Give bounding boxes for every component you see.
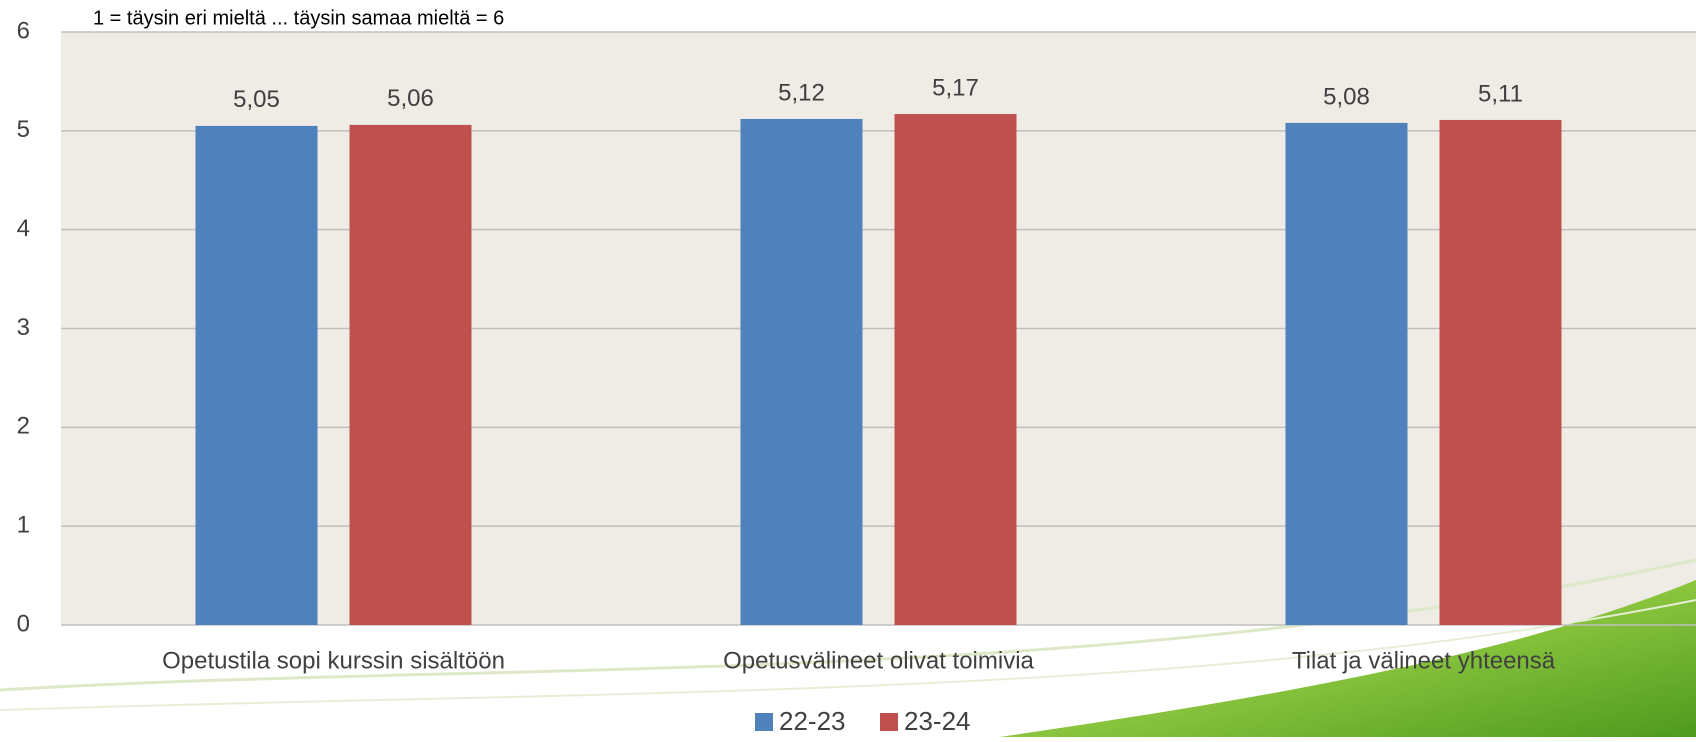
y-tick-label: 5: [17, 116, 30, 143]
x-tick-label: Opetusvälineet olivat toimivia: [723, 647, 1034, 674]
value-label: 5,05: [233, 86, 280, 113]
decoration: [0, 558, 1696, 692]
subtitle: 1 = täysin eri mieltä ... täysin samaa m…: [93, 7, 504, 29]
y-tick-label: 3: [17, 314, 30, 341]
y-tick-label: 4: [17, 215, 30, 242]
value-label: 5,06: [387, 85, 434, 112]
x-tick-label: Tilat ja välineet yhteensä: [1292, 647, 1556, 674]
value-label: 5,11: [1478, 80, 1523, 107]
bar: [349, 124, 472, 626]
legend-swatch: [755, 713, 773, 731]
x-tick-label: Opetustila sopi kurssin sisältöön: [162, 647, 505, 674]
value-label: 5,12: [778, 79, 825, 106]
legend-label: 23-24: [904, 706, 971, 736]
bar: [894, 114, 1017, 625]
y-tick-label: 2: [17, 413, 30, 440]
bar: [1439, 119, 1562, 625]
legend-swatch: [880, 713, 898, 731]
decoration: [1000, 580, 1696, 737]
decoration: [0, 599, 1696, 711]
bar: [740, 118, 863, 626]
value-label: 5,08: [1323, 83, 1370, 110]
bar: [195, 125, 318, 626]
y-tick-label: 6: [17, 17, 30, 44]
value-label: 5,17: [932, 74, 979, 101]
legend-label: 22-23: [779, 706, 846, 736]
bar: [1285, 122, 1408, 625]
y-tick-label: 1: [17, 512, 30, 539]
y-tick-label: 0: [17, 610, 30, 637]
